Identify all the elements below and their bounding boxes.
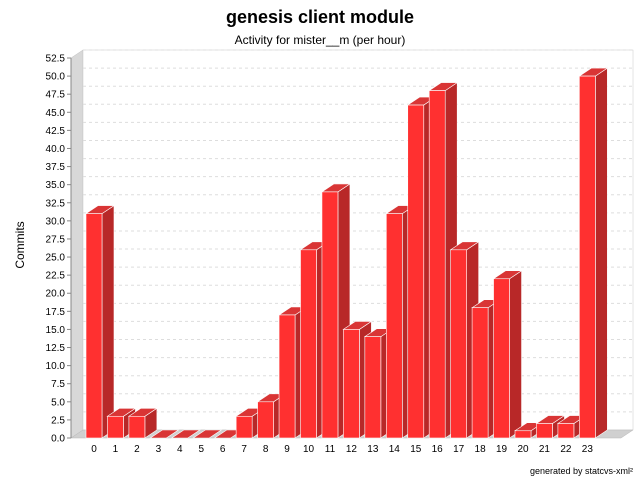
footer-credit: generated by statcvs-xml² <box>530 466 633 476</box>
bar <box>192 429 223 439</box>
y-tick-label: 30.0 <box>46 216 66 227</box>
x-axis-ticks: 0 1 2 3 4 5 6 7 8 9 10 11 12 13 14 15 16 17 18 19 20 21 22 23 <box>91 444 593 455</box>
bar <box>578 67 609 439</box>
x-tick-label: 22 <box>560 444 572 455</box>
x-tick-label: 4 <box>177 444 183 455</box>
y-tick-label: 2.5 <box>51 415 65 426</box>
y-axis-label: Commits <box>13 221 27 268</box>
x-tick-label: 7 <box>241 444 247 455</box>
bar <box>170 429 201 439</box>
x-tick-label: 12 <box>346 444 358 455</box>
x-tick-label: 6 <box>220 444 226 455</box>
y-tick-label: 50.0 <box>46 72 66 83</box>
bar <box>320 183 351 439</box>
x-tick-label: 20 <box>517 444 529 455</box>
y-tick-label: 17.5 <box>46 307 66 318</box>
x-tick-label: 9 <box>284 444 290 455</box>
y-tick-label: 47.5 <box>46 90 66 101</box>
y-tick-label: 10.0 <box>46 361 66 372</box>
y-tick-label: 45.0 <box>46 108 66 119</box>
y-tick-label: 15.0 <box>46 325 66 336</box>
bars <box>85 67 609 439</box>
y-axis-ticks: 0.0 2.5 5.0 7.5 10.0 12.5 15.0 17.5 20.0 22.5 25.0… <box>46 54 72 445</box>
x-tick-label: 5 <box>198 444 204 455</box>
y-tick-label: 7.5 <box>51 379 65 390</box>
x-tick-label: 13 <box>367 444 379 455</box>
bar <box>85 205 115 439</box>
x-tick-label: 11 <box>325 444 336 455</box>
x-tick-label: 16 <box>432 444 444 455</box>
y-tick-label: 5.0 <box>51 397 65 408</box>
x-tick-label: 15 <box>410 444 422 455</box>
y-tick-label: 12.5 <box>46 343 66 354</box>
x-tick-label: 17 <box>453 444 465 455</box>
grid-lines <box>83 49 633 413</box>
y-tick-label: 35.0 <box>46 180 66 191</box>
y-tick-label: 52.5 <box>46 54 66 65</box>
y-tick-label: 27.5 <box>46 234 66 245</box>
x-tick-label: 21 <box>539 444 551 455</box>
y-tick-label: 32.5 <box>46 198 66 209</box>
y-tick-label: 40.0 <box>46 144 66 155</box>
y-tick-label: 20.0 <box>46 289 66 300</box>
x-tick-label: 0 <box>91 444 97 455</box>
y-tick-label: 37.5 <box>46 162 66 173</box>
x-tick-label: 3 <box>156 444 162 455</box>
x-tick-label: 19 <box>496 444 508 455</box>
bar <box>127 407 158 439</box>
chart-subtitle: Activity for mister__m (per hour) <box>235 33 406 47</box>
x-tick-label: 18 <box>475 444 487 455</box>
y-tick-label: 22.5 <box>46 271 66 282</box>
x-tick-label: 1 <box>113 444 119 455</box>
x-tick-label: 2 <box>134 444 140 455</box>
chart-title: genesis client module <box>226 7 414 27</box>
x-tick-label: 8 <box>263 444 269 455</box>
y-tick-label: 42.5 <box>46 126 66 137</box>
y-tick-label: 25.0 <box>46 253 66 264</box>
bar <box>492 270 523 439</box>
bar <box>149 429 180 439</box>
x-tick-label: 10 <box>303 444 315 455</box>
y-tick-label: 0.0 <box>51 434 65 445</box>
x-tick-label: 23 <box>582 444 594 455</box>
x-tick-label: 14 <box>389 444 401 455</box>
